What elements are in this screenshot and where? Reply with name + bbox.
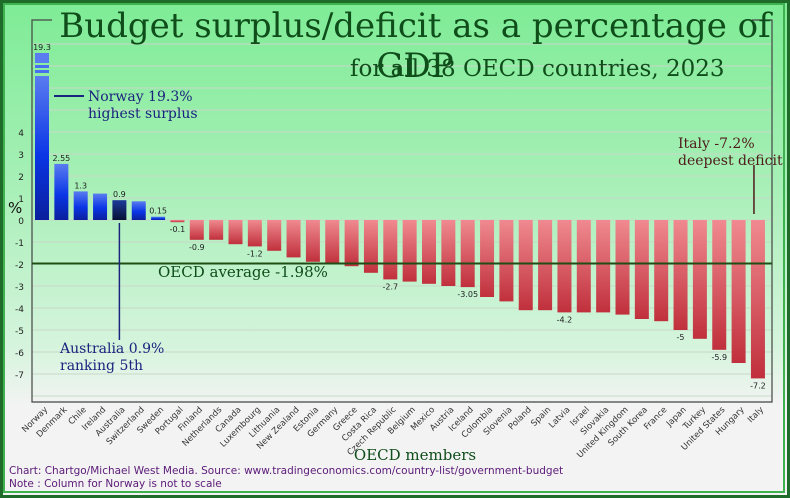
data-label-norway: 19.3	[33, 43, 51, 52]
bar-iceland	[460, 220, 475, 288]
annotation-norway: Norway 19.3% highest surplus	[88, 89, 198, 123]
bar-canada	[228, 220, 243, 245]
bar-germany	[325, 220, 340, 264]
data-label-japan: -5	[677, 333, 685, 342]
bar-australia	[112, 200, 127, 220]
bar-united-states	[712, 220, 727, 350]
bar-costa-rica	[363, 220, 378, 273]
y-tick-label: 4	[18, 129, 24, 139]
bar-greece	[344, 220, 359, 267]
annotation-australia-line2: ranking 5th	[60, 358, 143, 374]
plot-frame	[31, 19, 773, 403]
bar-mexico	[422, 220, 436, 284]
y-tick-label: -3	[15, 283, 24, 293]
bar-lithuania	[267, 220, 282, 251]
data-label-united-states: -5.9	[711, 353, 727, 362]
y-axis-ticks: 4 3 2 1 0 -1 -2 -3 -4 -5 -6 -7	[15, 129, 24, 381]
annotation-australia-line1: Australia 0.9%	[60, 341, 165, 357]
axes	[31, 19, 773, 403]
bar-ireland	[93, 193, 108, 220]
bar-new-zealand	[286, 220, 301, 258]
annotation-norway-line1: Norway 19.3%	[88, 89, 193, 105]
annotation-norway-line2: highest surplus	[88, 106, 198, 122]
bar-portugal	[170, 220, 185, 223]
bars	[35, 53, 765, 379]
y-tick-label: 2	[18, 173, 24, 183]
bar-finland	[189, 220, 204, 240]
bar-slovenia	[499, 220, 514, 302]
data-label-italy: -7.2	[750, 381, 766, 390]
bar-estonia	[305, 220, 320, 262]
source-credit: Chart: Chartgo/Michael West Media. Sourc…	[9, 465, 564, 477]
x-tick-label-italy: Italy	[746, 405, 766, 425]
bar-south-korea	[634, 220, 649, 319]
data-labels: 19.3 2.55 1.3 0.9 0.15-0.1-0.9 -1.2 -2.7 -3.05 -…	[33, 43, 766, 390]
bar-austria	[441, 220, 456, 286]
data-label-chile: 1.3	[74, 181, 87, 190]
data-label-sweden: 0.15	[149, 207, 167, 216]
x-axis-label: OECD members	[353, 446, 477, 464]
bar-turkey	[692, 220, 707, 339]
annotation-australia: Australia 0.9% ranking 5th	[60, 341, 164, 375]
data-label-czech-republic: -2.7	[382, 282, 398, 291]
data-label-luxembourg: -1.2	[247, 249, 263, 258]
data-label-denmark: 2.55	[52, 154, 70, 163]
bar-latvia	[557, 220, 572, 313]
data-label-portugal: -0.1	[170, 225, 186, 234]
bar-israel	[576, 220, 591, 313]
annotation-lines	[54, 95, 755, 340]
bar-norway-break	[35, 70, 49, 73]
bar-slovakia	[596, 220, 611, 313]
y-tick-label: 1	[18, 195, 24, 205]
bar-japan	[673, 220, 688, 330]
bar-hungary	[731, 220, 746, 363]
bar-norway	[35, 76, 49, 220]
y-axis-label: %	[8, 199, 23, 217]
scale-note: Note : Column for Norway is not to scale	[9, 478, 222, 490]
y-tick-label: -2	[15, 261, 24, 271]
y-tick-label: -6	[15, 349, 24, 359]
bar-united-kingdom	[615, 220, 630, 315]
data-label-latvia: -4.2	[557, 315, 573, 324]
y-tick-label: -7	[15, 371, 24, 381]
annotation-italy-line2: deepest deficit	[678, 153, 783, 169]
y-tick-label: 3	[18, 151, 24, 161]
y-tick-label: -5	[15, 327, 24, 337]
bar-belgium	[402, 220, 417, 282]
bar-norway-top	[35, 53, 49, 63]
y-tick-label: -4	[15, 305, 24, 315]
y-tick-label: 0	[18, 217, 24, 227]
bar-czech-republic	[383, 220, 398, 280]
oecd-average-label: OECD average -1.98%	[158, 263, 328, 281]
bar-luxembourg	[247, 220, 262, 247]
bar-norway-break	[35, 65, 49, 68]
bar-france	[654, 220, 669, 322]
bar-sweden	[151, 216, 166, 220]
bar-colombia	[480, 220, 495, 297]
y-tick-label: -1	[15, 239, 24, 249]
bar-chile	[73, 191, 88, 220]
annotation-italy-line1: Italy -7.2%	[678, 136, 755, 152]
data-label-australia: 0.9	[113, 190, 126, 199]
bar-spain	[538, 220, 553, 311]
bar-netherlands	[209, 220, 224, 240]
chart-subtitle: for all 38 OECD countries, 2023	[350, 56, 725, 82]
bar-switzerland	[131, 201, 146, 220]
chart-title: Budget surplus/deficit as a percentage o…	[59, 6, 771, 86]
data-label-iceland: -3.05	[457, 290, 478, 299]
bar-poland	[518, 220, 533, 311]
data-label-finland: -0.9	[189, 243, 205, 252]
annotation-italy: Italy -7.2% deepest deficit	[678, 136, 783, 170]
bar-denmark	[54, 163, 69, 220]
x-tick-label-latvia: Latvia	[547, 405, 572, 430]
bar-italy	[750, 220, 765, 379]
